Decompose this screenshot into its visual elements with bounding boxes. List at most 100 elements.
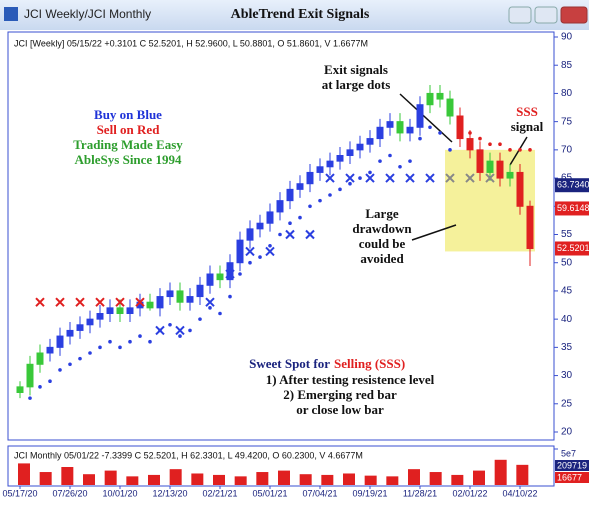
minimize-button[interactable] xyxy=(508,6,532,24)
candle-body xyxy=(516,171,524,207)
window-caption: JCI Weekly/JCI Monthly xyxy=(24,7,151,21)
candle-body xyxy=(146,301,154,309)
candle-body xyxy=(106,307,114,315)
volume-tag-label: 209719 xyxy=(557,460,587,470)
stop-dot xyxy=(68,362,72,367)
window-title: AbleTrend Exit Signals xyxy=(231,7,370,22)
stop-dot xyxy=(478,136,482,141)
candle-body xyxy=(236,239,244,264)
candle-body xyxy=(206,273,214,286)
x-marker-stroke xyxy=(225,269,235,279)
x-marker xyxy=(75,297,85,307)
volume-bar xyxy=(61,467,74,485)
volume-bar xyxy=(299,474,312,485)
candle-body xyxy=(76,324,84,331)
x-marker-stroke xyxy=(75,297,85,307)
stop-dot xyxy=(468,131,472,135)
volume-bar xyxy=(516,464,529,485)
volume-bar xyxy=(104,470,117,485)
volume-tag xyxy=(555,472,589,483)
x-marker-stroke xyxy=(265,246,275,257)
x-marker xyxy=(225,269,235,279)
stop-dot xyxy=(278,232,282,237)
annotation: drawdown xyxy=(352,221,412,236)
stop-dot xyxy=(48,379,52,384)
x-marker xyxy=(265,246,275,257)
x-marker xyxy=(465,173,475,183)
volume-bar xyxy=(18,463,30,485)
stop-dot xyxy=(378,159,382,163)
volume-header: JCI Monthly 05/01/22 -7.3399 C 52.5201, … xyxy=(14,450,363,460)
stop-dot xyxy=(328,193,332,197)
stop-dot xyxy=(318,198,322,203)
maximize-button[interactable] xyxy=(534,6,558,24)
x-tick-label: 02/21/21 xyxy=(202,488,237,498)
volume-bar xyxy=(473,470,485,485)
x-marker-stroke xyxy=(55,297,65,307)
candle-body xyxy=(356,143,364,151)
stop-dot xyxy=(58,368,62,372)
annotation: Sweet Spot for xyxy=(249,356,330,371)
volume-bar xyxy=(364,475,377,485)
y-tick-label: 50 xyxy=(561,257,573,268)
candle-body xyxy=(436,92,444,100)
arrow xyxy=(509,136,528,166)
x-marker-stroke xyxy=(385,173,395,183)
x-marker xyxy=(385,173,395,183)
candle-body xyxy=(156,296,164,309)
candle-body xyxy=(456,115,464,140)
candle-body xyxy=(66,329,74,337)
annotation: could be xyxy=(359,236,406,251)
volume-bar xyxy=(321,474,334,485)
stop-dot xyxy=(358,176,362,180)
candle-body xyxy=(216,273,224,281)
price-tag xyxy=(555,178,589,193)
volume-bar xyxy=(148,474,160,485)
stop-dot xyxy=(88,351,92,355)
candle-body xyxy=(306,171,314,185)
x-tick-label: 05/17/20 xyxy=(2,488,37,498)
annotation: AbleSys Since 1994 xyxy=(75,152,182,167)
x-marker xyxy=(445,173,455,183)
stop-dot xyxy=(408,159,412,163)
x-tick-label: 12/13/20 xyxy=(152,488,187,498)
stop-dot xyxy=(528,148,532,152)
title-bar xyxy=(0,0,589,30)
volume-bar xyxy=(169,469,182,485)
close-button[interactable] xyxy=(560,6,588,24)
candle-body xyxy=(286,188,294,202)
candle-body xyxy=(296,183,304,190)
x-marker xyxy=(95,297,105,307)
y-tick-label: 70 xyxy=(561,144,573,155)
app-icon xyxy=(4,7,18,21)
stop-dot xyxy=(218,311,222,316)
stop-dot xyxy=(368,170,372,175)
x-tick-label: 07/26/20 xyxy=(52,488,87,498)
stop-dot xyxy=(98,345,102,350)
candle-body xyxy=(316,166,324,173)
price-tag-label: 59.6148 xyxy=(557,203,589,213)
x-marker-stroke xyxy=(115,297,125,307)
candle-body xyxy=(446,98,454,117)
x-marker xyxy=(365,173,375,183)
candle-body xyxy=(46,346,54,354)
stop-dot xyxy=(298,215,302,220)
volume-bar xyxy=(234,476,247,485)
y-tick-label: 30 xyxy=(561,370,573,381)
annotation: at large dots xyxy=(322,77,391,92)
x-marker xyxy=(55,297,65,307)
x-marker xyxy=(245,246,255,257)
stop-dot xyxy=(428,125,432,130)
volume-bar xyxy=(494,459,507,485)
volume-bar xyxy=(343,473,355,485)
candle-body xyxy=(16,386,24,394)
volume-bar xyxy=(408,469,420,485)
stop-dot xyxy=(518,148,522,152)
volume-bar xyxy=(83,474,95,485)
x-marker-stroke xyxy=(135,297,145,307)
price-tag xyxy=(555,241,589,256)
annotation: or close low bar xyxy=(296,402,384,417)
price-header: JCI [Weekly] 05/15/22 +0.3101 C 52.5201,… xyxy=(14,38,368,48)
candle-body xyxy=(166,290,174,298)
x-marker-stroke xyxy=(485,173,495,183)
